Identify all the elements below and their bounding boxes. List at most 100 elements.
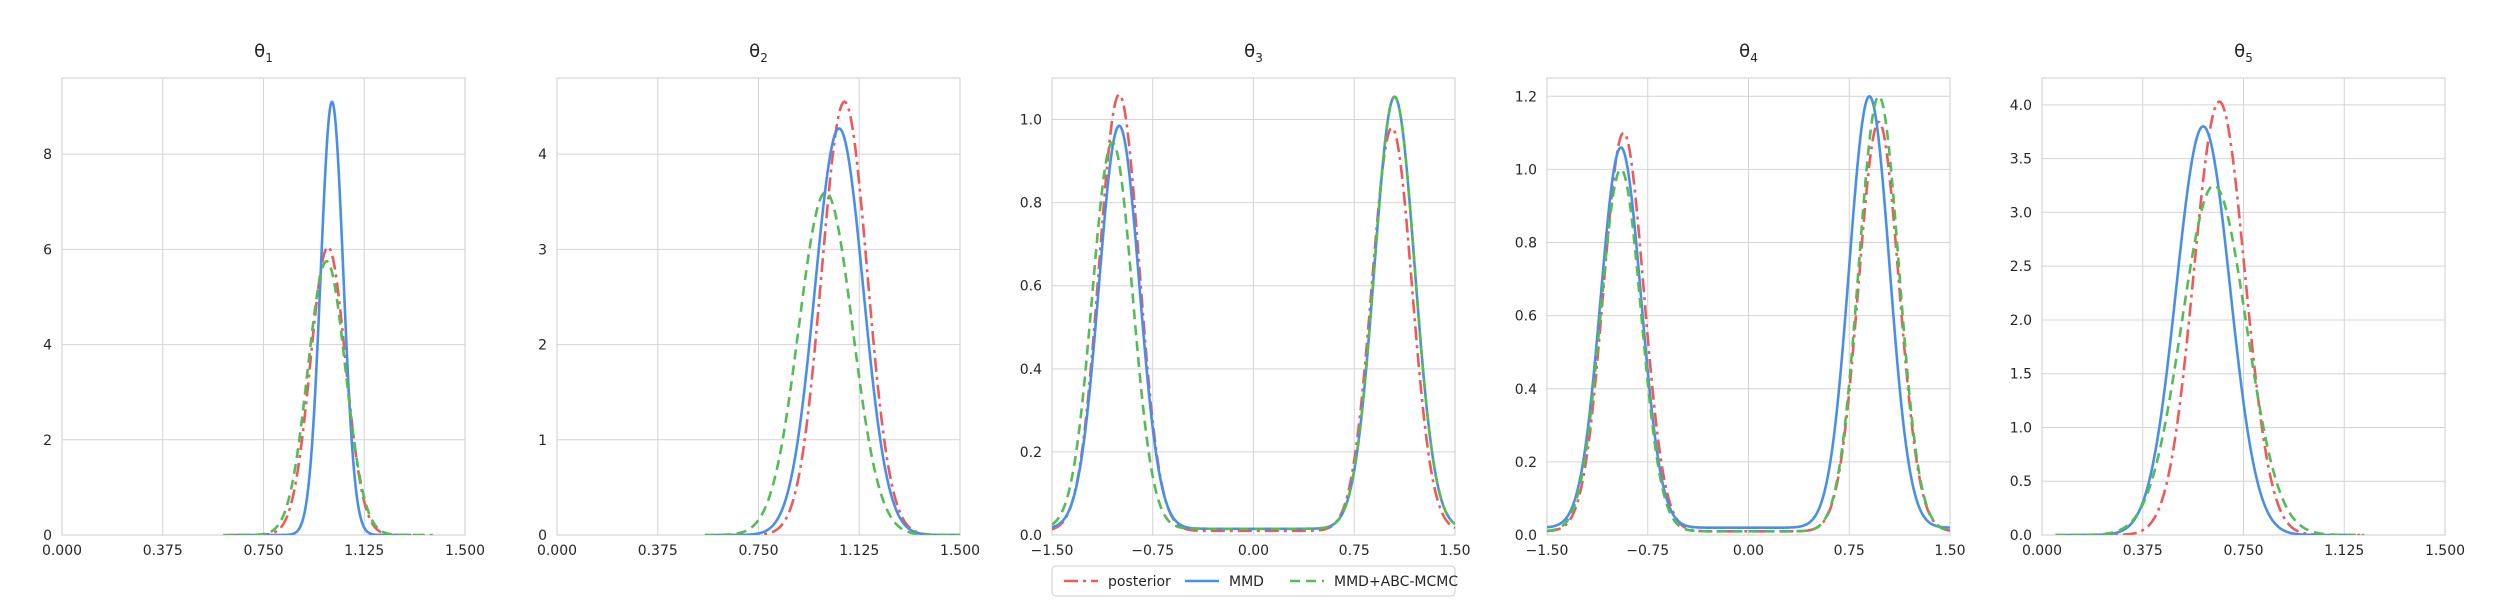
- y-tick-label: 8: [43, 147, 52, 163]
- series-line-mmd: [1547, 94, 1950, 529]
- series-line-mmd-abc-mcmc: [2054, 184, 2365, 535]
- x-tick-label: 0.75: [1339, 543, 1370, 559]
- panel-3: −1.50 −0.75 0.00 0.75 1.50 0.0 0.2 0.4 0.6 0.8 1.0…: [1020, 41, 1471, 559]
- y-tick-label: 0.6: [1515, 309, 1537, 325]
- legend-entry: posterior: [1064, 574, 1171, 590]
- legend-box: [1051, 565, 1456, 597]
- y-tick-label: 2.5: [2010, 259, 2032, 275]
- y-tick-label: 1.2: [1515, 89, 1537, 105]
- series-line-mmd: [1052, 95, 1455, 531]
- x-tick-label: 0.75: [1834, 543, 1865, 559]
- legend-label: posterior: [1108, 574, 1171, 590]
- y-tick-label: 0.4: [1020, 362, 1042, 378]
- legend: posterior MMD MMD+ABC-MCMC: [1051, 565, 1458, 597]
- x-tick-label: 1.50: [1934, 543, 1965, 559]
- panel-title-base: θ: [1244, 41, 1255, 62]
- y-tick-label: 1.0: [2010, 420, 2032, 436]
- panel-5: 0.000 0.375 0.750 1.125 1.500 0.0 0.5 1.0 1.5 2.0…: [2010, 41, 2465, 559]
- legend-label: MMD+ABC-MCMC: [1334, 574, 1458, 590]
- legend-label: MMD: [1229, 574, 1264, 590]
- y-tick-label: 1: [538, 433, 547, 449]
- y-tick-label: 0.5: [2010, 474, 2032, 490]
- x-tick-label: 1.500: [2425, 543, 2465, 559]
- panel-title: θ4: [1739, 41, 1758, 65]
- x-tick-label: 1.50: [1439, 543, 1470, 559]
- y-tick-label: 4: [43, 338, 52, 354]
- y-tick-label: 1.0: [1515, 162, 1537, 178]
- x-tick-label: 0.00: [1238, 543, 1269, 559]
- y-tick-label: 0.2: [1020, 445, 1042, 461]
- x-tick-label: 1.125: [2324, 543, 2364, 559]
- plot-frame: [1051, 77, 1456, 536]
- panel-title-subscript: 5: [2245, 51, 2253, 65]
- panel-1: 0.000 0.375 0.750 1.125 1.500 0 2 4 6 8 θ1: [42, 41, 485, 559]
- y-tick-label: 1.0: [1020, 113, 1042, 129]
- y-tick-label: 0.6: [1020, 279, 1042, 295]
- series-line-mmd: [235, 100, 413, 535]
- x-tick-label: −1.50: [1526, 543, 1569, 559]
- panel-title: θ1: [254, 41, 273, 65]
- x-tick-label: 0.375: [143, 543, 183, 559]
- panel-title-subscript: 3: [1255, 51, 1263, 65]
- panel-title-base: θ: [254, 41, 265, 62]
- y-tick-label: 3: [538, 242, 547, 258]
- x-tick-label: 0.750: [2223, 543, 2263, 559]
- y-tick-label: 0.0: [1515, 528, 1537, 544]
- x-tick-label: −1.50: [1031, 543, 1074, 559]
- series-line-mmd-abc-mcmc: [1547, 95, 1950, 533]
- panel-title: θ2: [749, 41, 768, 65]
- y-tick-label: 0.0: [2010, 528, 2032, 544]
- y-tick-label: 0.0: [1020, 528, 1042, 544]
- panel-title-base: θ: [1739, 41, 1750, 62]
- x-tick-label: 1.500: [445, 543, 485, 559]
- panel-title: θ5: [2234, 41, 2253, 65]
- panel-title-subscript: 2: [760, 51, 768, 65]
- y-tick-label: 0.4: [1515, 382, 1537, 398]
- x-tick-label: 0.000: [2022, 543, 2062, 559]
- y-tick-label: 1.5: [2010, 367, 2032, 383]
- legend-entry: MMD+ABC-MCMC: [1290, 574, 1458, 590]
- y-tick-label: 0.2: [1515, 455, 1537, 471]
- y-tick-label: 0.8: [1020, 196, 1042, 212]
- y-tick-label: 4.0: [2010, 98, 2032, 114]
- plot-frame: [2041, 77, 2446, 536]
- legend-entry: MMD: [1185, 574, 1264, 590]
- y-tick-label: 6: [43, 242, 52, 258]
- panel-title-base: θ: [2234, 41, 2245, 62]
- y-tick-label: 0: [43, 528, 52, 544]
- x-tick-label: 0.000: [42, 543, 82, 559]
- x-tick-label: 1.500: [940, 543, 980, 559]
- series-line-posterior: [1052, 93, 1455, 533]
- panel-title-base: θ: [749, 41, 760, 62]
- y-tick-label: 2: [43, 433, 52, 449]
- series-line-posterior: [1547, 120, 1950, 533]
- x-tick-label: 0.00: [1733, 543, 1764, 559]
- x-tick-label: 0.750: [243, 543, 283, 559]
- y-tick-label: 4: [538, 147, 547, 163]
- plot-frame: [1546, 77, 1951, 536]
- y-tick-label: 3.0: [2010, 205, 2032, 221]
- y-tick-label: 2: [538, 338, 547, 354]
- series-line-posterior: [227, 245, 426, 535]
- x-tick-label: 0.375: [638, 543, 678, 559]
- series-line-posterior: [717, 100, 960, 535]
- x-tick-label: 0.000: [537, 543, 577, 559]
- panel-title-subscript: 1: [265, 51, 273, 65]
- y-tick-label: 0: [538, 528, 547, 544]
- y-tick-label: 2.0: [2010, 313, 2032, 329]
- y-tick-label: 3.5: [2010, 152, 2032, 168]
- x-tick-label: −0.75: [1131, 543, 1174, 559]
- panel-title-subscript: 4: [1750, 51, 1758, 65]
- panel-title: θ3: [1244, 41, 1263, 65]
- x-tick-label: 0.750: [738, 543, 778, 559]
- x-tick-label: 0.375: [2123, 543, 2163, 559]
- panel-4: −1.50 −0.75 0.00 0.75 1.50 0.0 0.2 0.4 0.6 0.8 1.0…: [1515, 41, 1966, 559]
- x-tick-label: 1.125: [344, 543, 384, 559]
- x-tick-label: 1.125: [839, 543, 879, 559]
- y-tick-label: 0.8: [1515, 236, 1537, 252]
- series-line-mmd-abc-mcmc: [222, 260, 434, 535]
- x-tick-label: −0.75: [1626, 543, 1669, 559]
